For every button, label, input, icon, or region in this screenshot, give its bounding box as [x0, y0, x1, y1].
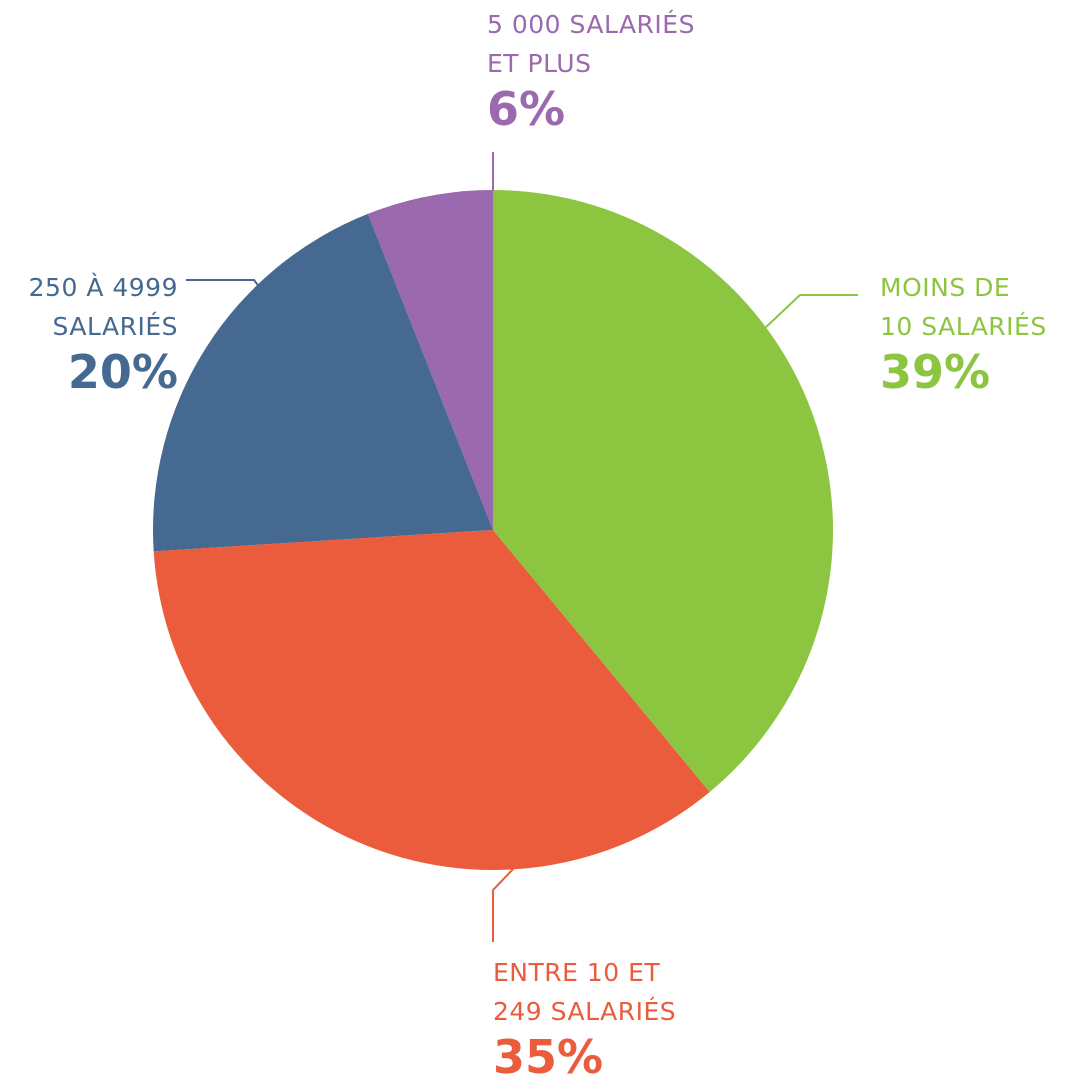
slice-label: MOINS DE 10 SALARIÉS 39% — [880, 268, 1081, 398]
value-label: 35% — [493, 1030, 604, 1084]
value-label: 39% — [880, 345, 991, 399]
pie-slice — [367, 190, 493, 530]
slice-label: ENTRE 10 ET 249 SALARIÉS 35% — [493, 953, 753, 1083]
leader-line — [186, 279, 261, 289]
category-label: 5 000 SALARIÉS ET PLUS — [487, 10, 695, 78]
leader-lines — [186, 152, 858, 942]
slice-label: 5 000 SALARIÉS ET PLUS 6% — [487, 5, 747, 135]
leader-line — [492, 865, 517, 942]
pie-slice — [152, 213, 493, 552]
pie-slice — [153, 530, 710, 871]
category-label: ENTRE 10 ET 249 SALARIÉS — [493, 958, 677, 1026]
category-label: MOINS DE 10 SALARIÉS — [880, 273, 1047, 341]
value-label: 20% — [67, 345, 178, 399]
pie-slice — [493, 190, 833, 792]
category-label: 250 À 4999 SALARIÉS — [28, 273, 178, 341]
leader-line — [764, 294, 858, 329]
value-label: 6% — [487, 82, 566, 136]
slice-label: 250 À 4999 SALARIÉS 20% — [0, 268, 178, 398]
